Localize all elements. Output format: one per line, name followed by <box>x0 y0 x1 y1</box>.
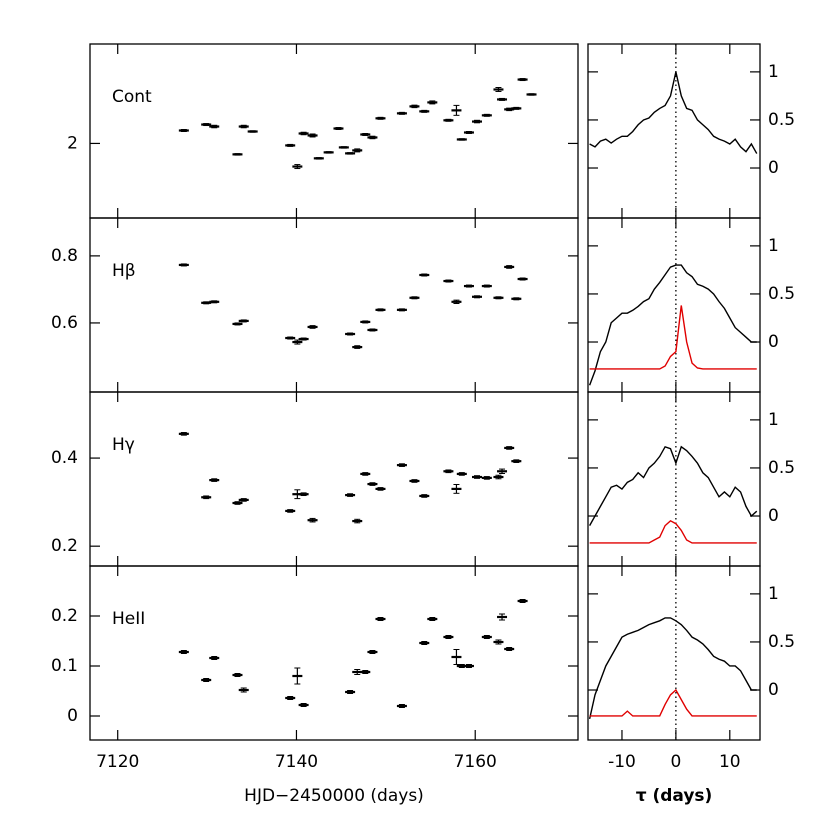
x-tick-label: 0 <box>670 752 681 772</box>
x-tick-label: 7140 <box>275 752 318 772</box>
x-tick-label: 10 <box>719 752 741 772</box>
ccf-line <box>588 617 757 720</box>
y-tick-label: 0 <box>768 332 779 352</box>
panel-frame <box>89 43 579 219</box>
y-tick-label: 0 <box>768 506 779 526</box>
y-tick-label: 0 <box>67 706 78 726</box>
panel-frame <box>587 565 761 741</box>
x-axis-label: τ (days) <box>636 786 713 806</box>
y-tick-label: 1 <box>768 62 779 82</box>
y-tick-label: 1 <box>768 236 779 256</box>
panel-frame <box>89 565 579 741</box>
y-tick-label: 0.8 <box>51 246 78 266</box>
x-tick-label: -10 <box>608 752 636 772</box>
panel-frame <box>587 43 761 219</box>
y-tick-label: 2 <box>67 133 78 153</box>
panel-frame <box>587 391 761 567</box>
y-tick-label: 0.6 <box>51 313 78 333</box>
y-tick-label: 0.5 <box>768 110 795 130</box>
y-tick-label: 1 <box>768 410 779 430</box>
ccf-line <box>589 71 758 154</box>
panel-label: Hγ <box>112 435 135 455</box>
y-tick-label: 0 <box>768 158 779 178</box>
y-tick-label: 0.5 <box>768 284 795 304</box>
ccf-line <box>588 264 757 386</box>
ccf-line <box>589 688 757 717</box>
y-tick-label: 1 <box>768 584 779 604</box>
y-tick-label: 0.1 <box>51 656 78 676</box>
panel-label: Hβ <box>112 261 136 281</box>
x-tick-label: 7160 <box>454 752 497 772</box>
ccf-line <box>589 445 758 526</box>
panel-label: HeII <box>112 609 145 629</box>
panel-label: Cont <box>112 87 152 107</box>
y-tick-label: 0.4 <box>51 448 78 468</box>
x-axis-label: HJD−2450000 (days) <box>244 786 424 806</box>
x-tick-label: 7120 <box>96 752 139 772</box>
panel-frame <box>587 217 761 393</box>
panel-frame <box>89 217 579 393</box>
panel-frame <box>89 391 579 567</box>
y-tick-label: 0 <box>768 680 779 700</box>
y-tick-label: 0.2 <box>51 606 78 626</box>
ccf-line <box>589 519 757 544</box>
ccf-line <box>589 305 757 370</box>
y-tick-label: 0.2 <box>51 536 78 556</box>
y-tick-label: 0.5 <box>768 632 795 652</box>
y-tick-label: 0.5 <box>768 458 795 478</box>
